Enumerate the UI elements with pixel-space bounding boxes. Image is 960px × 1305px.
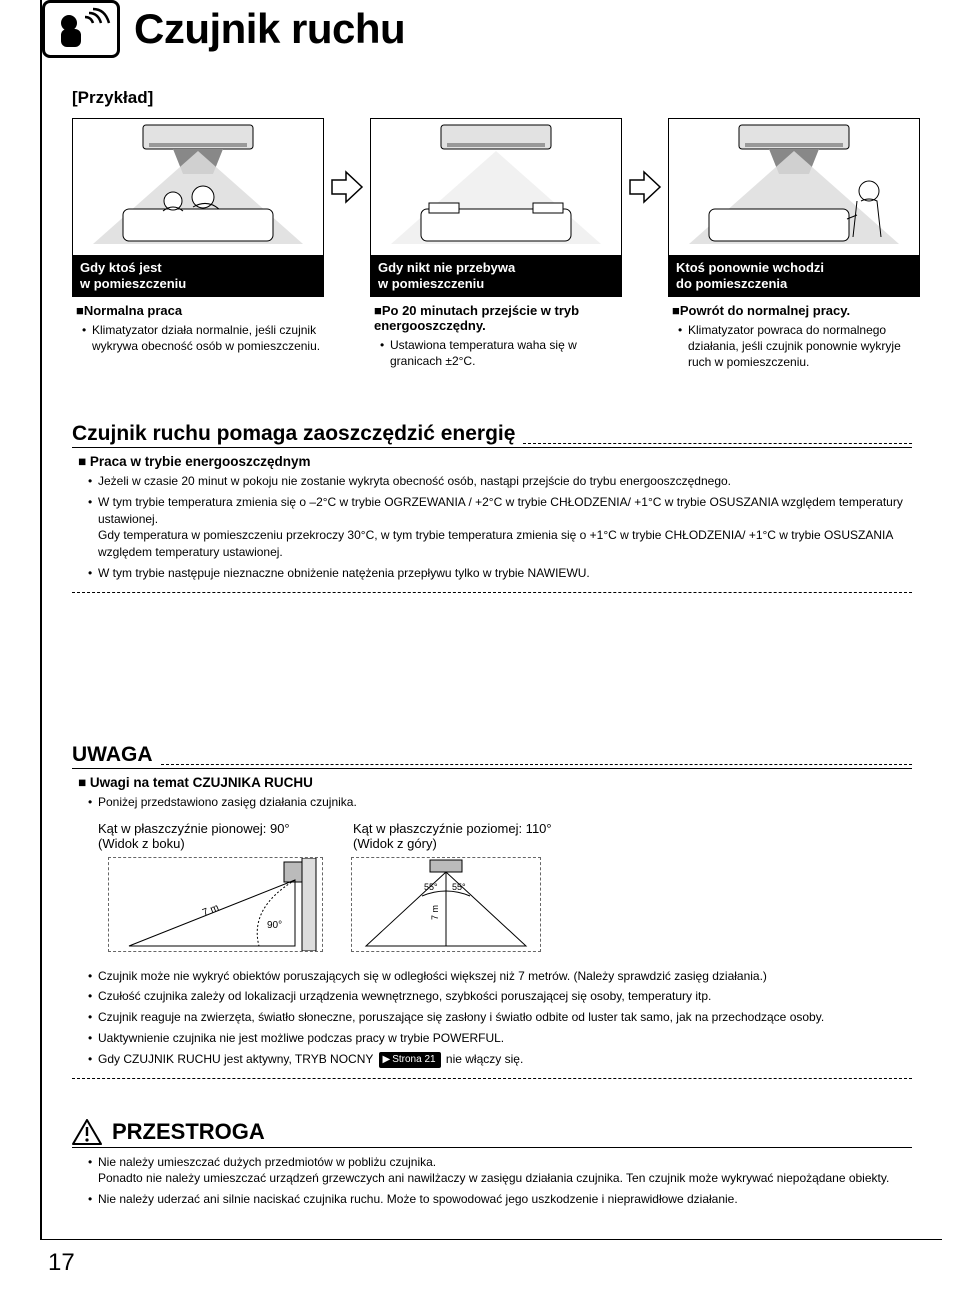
uwaga-heading: UWAGA bbox=[72, 743, 153, 767]
bullet: Nie należy uderzać ani silnie naciskać c… bbox=[98, 1191, 912, 1208]
ref-text: Strona 21 bbox=[392, 1053, 435, 1067]
bullets-2: Ustawiona temperatura waha się w granica… bbox=[370, 337, 622, 369]
bullet: Nie należy umieszczać dużych przedmiotów… bbox=[98, 1154, 912, 1188]
bullet: Klimatyzator powraca do normalnego dział… bbox=[688, 322, 920, 371]
left-angle: 55° bbox=[424, 882, 438, 892]
example-block-3: Ktoś ponownie wchodzi do pomieszczenia ■… bbox=[668, 118, 920, 372]
uwaga-subhead: ■ Uwagi na temat CZUJNIKA RUCHU bbox=[78, 775, 912, 790]
bullet: Poniżej przedstawiono zasięg działania c… bbox=[98, 794, 912, 811]
bullet: Czujnik może nie wykryć obiektów porusza… bbox=[98, 968, 912, 985]
page-title: Czujnik ruchu bbox=[134, 5, 405, 53]
dashed-rule bbox=[72, 1078, 912, 1079]
bullet-text-pre: Gdy CZUJNIK RUCHU jest aktywny, TRYB NOC… bbox=[98, 1052, 377, 1066]
section-1: ■Normalna praca bbox=[76, 303, 324, 318]
bullets-3: Klimatyzator powraca do normalnego dział… bbox=[668, 322, 920, 371]
section-2: ■Po 20 minutach przejście w tryb energoo… bbox=[374, 303, 622, 333]
page-number: 17 bbox=[48, 1249, 75, 1277]
dashed-rule bbox=[72, 592, 912, 593]
section-3: ■Powrót do normalnej pracy. bbox=[672, 303, 920, 318]
illustration-1 bbox=[72, 118, 324, 256]
uwaga-section: UWAGA ■ Uwagi na temat CZUJNIKA RUCHU Po… bbox=[72, 743, 912, 1079]
bullet: Czujnik reaguje na zwierzęta, światło sł… bbox=[98, 1009, 912, 1026]
side-view-diagram: 90° 7 m bbox=[108, 857, 323, 952]
caption-3: Ktoś ponownie wchodzi do pomieszczenia bbox=[668, 256, 920, 297]
example-label: [Przykład] bbox=[72, 88, 912, 108]
right-angle: 55° bbox=[452, 882, 466, 892]
bullet: Czułość czujnika zależy od lokalizacji u… bbox=[98, 988, 912, 1005]
bullet: Gdy CZUJNIK RUCHU jest aktywny, TRYB NOC… bbox=[98, 1051, 912, 1068]
przestroga-heading: PRZESTROGA bbox=[112, 1119, 265, 1145]
dist-text: 7 m bbox=[430, 905, 440, 920]
caption-2: Gdy nikt nie przebywa w pomieszczeniu bbox=[370, 256, 622, 297]
przestroga-header: PRZESTROGA bbox=[72, 1119, 912, 1148]
page-header: Czujnik ruchu bbox=[42, 0, 942, 58]
arrow-icon bbox=[330, 118, 364, 256]
bullets-1: Klimatyzator działa normalnie, jeśli czu… bbox=[72, 322, 324, 354]
energy-bullets: Jeżeli w czasie 20 minut w pokoju nie zo… bbox=[72, 473, 912, 582]
dist-text: 7 m bbox=[201, 902, 221, 918]
horizontal-angle-label: Kąt w płaszczyźnie poziomej: 110° (Widok… bbox=[353, 821, 552, 851]
top-view-diagram: 55° 55° 7 m bbox=[351, 857, 541, 952]
illustration-3 bbox=[668, 118, 920, 256]
page-frame: Czujnik ruchu [Przykład] Gdy ktoś jest w… bbox=[40, 0, 942, 1240]
bullet: W tym trybie temperatura zmienia się o –… bbox=[98, 494, 912, 561]
uwaga-bullets: Czujnik może nie wykryć obiektów porusza… bbox=[72, 968, 912, 1068]
caption-1: Gdy ktoś jest w pomieszczeniu bbox=[72, 256, 324, 297]
example-block-1: Gdy ktoś jest w pomieszczeniu ■Normalna … bbox=[72, 118, 324, 356]
illustration-2 bbox=[370, 118, 622, 256]
arrow-icon bbox=[628, 118, 662, 256]
motion-sensor-icon bbox=[42, 0, 120, 58]
przestroga-bullets: Nie należy umieszczać dużych przedmiotów… bbox=[72, 1154, 912, 1208]
warning-icon bbox=[72, 1119, 102, 1145]
bullet: Ustawiona temperatura waha się w granica… bbox=[390, 337, 622, 369]
bullet: Uaktywnienie czujnika nie jest możliwe p… bbox=[98, 1030, 912, 1047]
uwaga-intro: Poniżej przedstawiono zasięg działania c… bbox=[72, 794, 912, 811]
angle-text: 90° bbox=[267, 920, 282, 931]
vertical-angle-label: Kąt w płaszczyźnie pionowej: 90° (Widok … bbox=[98, 821, 333, 851]
energy-heading: Czujnik ruchu pomaga zaoszczędzić energi… bbox=[72, 422, 515, 446]
page-ref-badge: ▶Strona 21 bbox=[379, 1052, 441, 1068]
energy-section: Czujnik ruchu pomaga zaoszczędzić energi… bbox=[72, 422, 912, 593]
przestroga-section: PRZESTROGA Nie należy umieszczać dużych … bbox=[72, 1119, 912, 1208]
diagram-row: 90° 7 m 55° 55° 7 m bbox=[108, 857, 912, 952]
example-block-2: Gdy nikt nie przebywa w pomieszczeniu ■P… bbox=[370, 118, 622, 371]
angle-labels: Kąt w płaszczyźnie pionowej: 90° (Widok … bbox=[98, 821, 912, 851]
bullet-text-post: nie włączy się. bbox=[443, 1052, 524, 1066]
bullet: W tym trybie następuje nieznaczne obniże… bbox=[98, 565, 912, 582]
bullet: Jeżeli w czasie 20 minut w pokoju nie zo… bbox=[98, 473, 912, 490]
energy-subhead: ■ Praca w trybie energooszczędnym bbox=[78, 454, 912, 469]
bullet: Klimatyzator działa normalnie, jeśli czu… bbox=[92, 322, 324, 354]
example-row: Gdy ktoś jest w pomieszczeniu ■Normalna … bbox=[72, 118, 912, 372]
